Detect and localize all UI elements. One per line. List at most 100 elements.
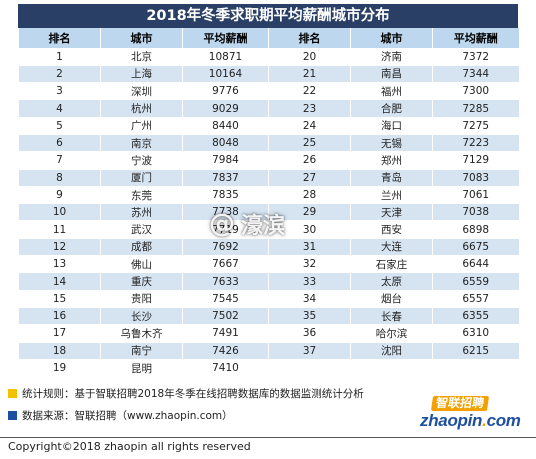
salary-cell-left: 7426 bbox=[182, 341, 269, 360]
table-row: 13 佛山 7667 32 石家庄 6644 bbox=[18, 255, 519, 273]
rank-cell-right bbox=[268, 358, 351, 377]
header-salary-left: 平均薪酬 bbox=[182, 28, 269, 48]
header-city-right: 城市 bbox=[350, 28, 433, 48]
logo-chinese: 智联招聘 bbox=[430, 396, 490, 411]
salary-cell-right: 7285 bbox=[432, 99, 519, 118]
salary-cell-left: 7738 bbox=[182, 203, 269, 221]
salary-cell-left: 10164 bbox=[182, 64, 269, 83]
rank-cell-left: 15 bbox=[18, 289, 101, 308]
city-cell-left: 杭州 bbox=[100, 99, 183, 118]
table-title: 2018年冬季求职期平均薪酬城市分布 bbox=[18, 4, 518, 28]
city-cell-right: 青岛 bbox=[350, 168, 433, 187]
table-row: 17 乌鲁木齐 7491 36 哈尔滨 6310 bbox=[18, 324, 519, 343]
rank-cell-right: 21 bbox=[268, 64, 351, 83]
rank-cell-left: 9 bbox=[18, 185, 101, 204]
city-cell-right: 长春 bbox=[350, 306, 433, 325]
table-row: 4 杭州 9029 23 合肥 7285 bbox=[18, 99, 519, 118]
city-cell-right: 海口 bbox=[350, 116, 433, 135]
rank-cell-left: 5 bbox=[18, 116, 101, 135]
salary-cell-right bbox=[432, 358, 519, 377]
blue-square-icon bbox=[8, 411, 17, 420]
city-cell-right: 哈尔滨 bbox=[350, 324, 433, 343]
table-row: 1 北京 10871 20 济南 7372 bbox=[18, 47, 519, 66]
table-row: 16 长沙 7502 35 长春 6355 bbox=[18, 306, 519, 325]
salary-cell-right: 7129 bbox=[432, 151, 519, 170]
rank-cell-right: 27 bbox=[268, 168, 351, 187]
city-cell-left: 深圳 bbox=[100, 82, 183, 100]
rank-cell-left: 17 bbox=[18, 324, 101, 343]
city-cell-right: 无锡 bbox=[350, 133, 433, 152]
notes: 统计规则：基于智联招聘2018年冬季在线招聘数据库的数据监测统计分析 数据来源：… bbox=[0, 380, 536, 430]
rank-cell-left: 18 bbox=[18, 341, 101, 360]
table-row: 7 宁波 7984 26 郑州 7129 bbox=[18, 151, 519, 170]
logo-english-tld: com bbox=[486, 411, 521, 430]
salary-cell-right: 7061 bbox=[432, 185, 519, 204]
city-cell-left: 南京 bbox=[100, 133, 183, 152]
table-row: 14 重庆 7633 33 太原 6559 bbox=[18, 272, 519, 291]
watermark: @ 濠滨 bbox=[209, 204, 285, 244]
table-row: 6 南京 8048 25 无锡 7223 bbox=[18, 133, 519, 152]
salary-cell-left: 7837 bbox=[182, 168, 269, 187]
city-cell-right: 太原 bbox=[350, 272, 433, 291]
salary-cell-left: 9029 bbox=[182, 99, 269, 118]
salary-cell-left: 7633 bbox=[182, 272, 269, 291]
zhaopin-logo: 智联招聘 zhaopin.com bbox=[420, 396, 532, 434]
table-row: 10 苏州 7738 29 天津 7038 bbox=[18, 203, 519, 221]
footer-divider bbox=[0, 437, 536, 438]
rank-cell-left: 19 bbox=[18, 358, 101, 377]
note-source: 数据来源：智联招聘（www.zhaopin.com） bbox=[8, 408, 233, 423]
rank-cell-right: 29 bbox=[268, 203, 351, 221]
watermark-at: @ bbox=[209, 209, 235, 239]
city-cell-left: 贵阳 bbox=[100, 289, 183, 308]
rank-cell-right: 20 bbox=[268, 47, 351, 66]
city-cell-right: 西安 bbox=[350, 220, 433, 239]
city-cell-right: 烟台 bbox=[350, 289, 433, 308]
rank-cell-left: 4 bbox=[18, 99, 101, 118]
salary-cell-left: 7410 bbox=[182, 358, 269, 377]
copyright: Copyright©2018 zhaopin all rights reserv… bbox=[8, 440, 251, 453]
logo-english-dot: . bbox=[482, 411, 487, 430]
city-cell-left: 佛山 bbox=[100, 255, 183, 273]
city-cell-left: 长沙 bbox=[100, 306, 183, 325]
rank-cell-left: 14 bbox=[18, 272, 101, 291]
rank-cell-right: 33 bbox=[268, 272, 351, 291]
rank-cell-right: 34 bbox=[268, 289, 351, 308]
salary-cell-left: 7502 bbox=[182, 306, 269, 325]
header-rank-left: 排名 bbox=[18, 28, 101, 48]
table-row: 3 深圳 9776 22 福州 7300 bbox=[18, 82, 519, 100]
city-cell-left: 广州 bbox=[100, 116, 183, 135]
rank-cell-left: 13 bbox=[18, 255, 101, 273]
city-cell-left: 成都 bbox=[100, 237, 183, 256]
salary-cell-left: 7984 bbox=[182, 151, 269, 170]
note-rule-text: 统计规则：基于智联招聘2018年冬季在线招聘数据库的数据监测统计分析 bbox=[22, 388, 364, 400]
city-cell-right: 沈阳 bbox=[350, 341, 433, 360]
city-cell-right: 福州 bbox=[350, 82, 433, 100]
table-row: 11 武汉 7719 30 西安 6898 bbox=[18, 220, 519, 239]
salary-cell-right: 6355 bbox=[432, 306, 519, 325]
rank-cell-right: 36 bbox=[268, 324, 351, 343]
rank-cell-right: 22 bbox=[268, 82, 351, 100]
rank-cell-right: 26 bbox=[268, 151, 351, 170]
rank-cell-left: 8 bbox=[18, 168, 101, 187]
rank-cell-right: 30 bbox=[268, 220, 351, 239]
city-cell-right: 石家庄 bbox=[350, 255, 433, 273]
rank-cell-left: 11 bbox=[18, 220, 101, 239]
table-body: 1 北京 10871 20 济南 7372 2 上海 10164 21 南昌 7344 3 深圳 9776 2… bbox=[18, 47, 519, 377]
salary-cell-left: 7835 bbox=[182, 185, 269, 204]
city-cell-right: 济南 bbox=[350, 47, 433, 66]
rank-cell-left: 6 bbox=[18, 133, 101, 152]
salary-cell-left: 7692 bbox=[182, 237, 269, 256]
table-row: 15 贵阳 7545 34 烟台 6557 bbox=[18, 289, 519, 308]
rank-cell-left: 2 bbox=[18, 64, 101, 83]
salary-cell-left: 8048 bbox=[182, 133, 269, 152]
salary-cell-right: 6675 bbox=[432, 237, 519, 256]
salary-cell-right: 6215 bbox=[432, 341, 519, 360]
yellow-square-icon bbox=[8, 389, 17, 398]
city-cell-left: 上海 bbox=[100, 64, 183, 83]
city-cell-left: 苏州 bbox=[100, 203, 183, 221]
city-cell-right: 南昌 bbox=[350, 64, 433, 83]
table-row: 12 成都 7692 31 大连 6675 bbox=[18, 237, 519, 256]
table-row: 9 东莞 7835 28 兰州 7061 bbox=[18, 185, 519, 204]
city-cell-right: 大连 bbox=[350, 237, 433, 256]
salary-cell-right: 7223 bbox=[432, 133, 519, 152]
